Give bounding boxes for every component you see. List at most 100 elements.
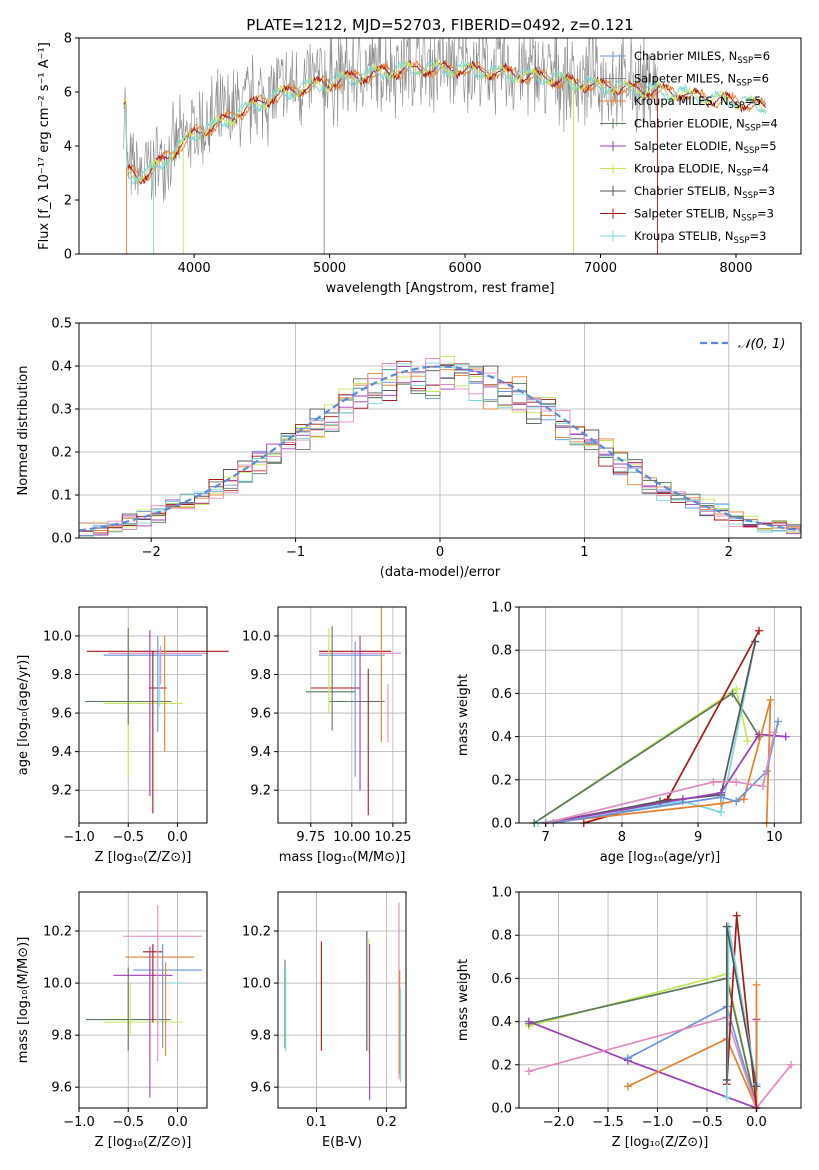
histograms (79, 356, 801, 537)
y-tick-label: 0.4 (51, 360, 72, 375)
y-tick-label: 9.2 (51, 784, 72, 799)
legend-label: Salpeter ELODIE, NSSP=5 (634, 139, 777, 156)
spectrum-lines (123, 38, 767, 254)
weight-marker (716, 808, 725, 817)
y-tick-label: 0.2 (491, 1058, 512, 1073)
legend-sub: SSP (729, 101, 745, 111)
weight-marker (752, 1082, 761, 1091)
x-axis-label: (data-model)/error (380, 565, 501, 580)
y-tick-label: 0.4 (491, 1015, 512, 1030)
y-axis-label: Normed distribution (16, 366, 31, 496)
legend-label: Chabrier MILES, NSSP=6 (634, 49, 770, 66)
y-axis-label: age [log₁₀(age/yr)] (16, 655, 31, 776)
weight-marker (656, 797, 664, 806)
legend-sub: SSP (744, 146, 760, 156)
spectrum-data (123, 38, 658, 203)
y-tick-label: 0.3 (51, 403, 72, 418)
legend-text: Salpeter STELIB, N (634, 207, 741, 221)
legend-label: Salpeter MILES, NSSP=6 (634, 72, 769, 89)
legend-text: Chabrier MILES, N (634, 49, 737, 63)
x-tick-label: −2.0 (543, 1115, 575, 1130)
y-axis-label: mass weight (456, 674, 471, 756)
axes-weight-age: 7 8 9 10 0.0 0.2 0.4 0.6 0.8 1.0 age [log₁₀(age/yr… (456, 601, 802, 865)
x-tick-label: −1.0 (63, 1115, 95, 1130)
x-tick-label: −0.5 (112, 1115, 144, 1130)
x-tick-label: −0.5 (112, 830, 144, 845)
weight-line-kroupa_miles (627, 984, 758, 1109)
lines-weight-Z (524, 911, 796, 1112)
legend-text: Kroupa STELIB, N (634, 229, 734, 243)
weight-marker (623, 1054, 632, 1063)
y-tick-label: 9.4 (51, 745, 72, 760)
y-tick-label: 9.6 (51, 1081, 72, 1096)
spectrum-model-kroupa_miles (123, 59, 767, 183)
legend-count: =5 (744, 94, 761, 108)
weight-marker (732, 777, 741, 786)
weight-marker (743, 736, 752, 745)
legend-count: =3 (758, 184, 775, 198)
y-axis-label: Flux [f_λ 10⁻¹⁷ erg cm⁻² s⁻¹ A⁻¹] (37, 42, 52, 250)
legend-text: Kroupa MILES, N (634, 94, 729, 108)
x-axis-label: Z [log₁₀(Z/Z⊙)] (95, 850, 192, 865)
axes-spectrum: 4000 5000 6000 7000 8000 0 2 4 6 8 wavelength [Ang… (37, 32, 802, 296)
axes-frame (78, 891, 208, 1109)
y-tick-label: 0.0 (491, 817, 512, 832)
x-tick-label: 0.0 (746, 1115, 767, 1130)
x-tick-label: −2 (142, 545, 161, 560)
x-tick-label: 10.00 (333, 830, 370, 845)
x-tick-label: 7 (542, 830, 550, 845)
weight-marker (678, 795, 687, 804)
legend-label: Kroupa STELIB, NSSP=3 (634, 229, 766, 246)
weight-line-chabrier_elodie (528, 977, 758, 1109)
y-tick-label: 9.2 (250, 784, 271, 799)
y-axis-label: mass weight (456, 959, 471, 1041)
y-tick-label: 0.2 (491, 773, 512, 788)
x-axis-label: Z [log₁₀(Z/Z⊙)] (95, 1135, 192, 1150)
x-tick-label: −1 (286, 545, 305, 560)
axes-frame (78, 606, 208, 824)
errorbars-age-Z (84, 626, 229, 814)
errorbars-mass-ebv (284, 902, 401, 1101)
x-tick-label: 0.2 (376, 1115, 397, 1130)
x-tick-label: 8 (618, 830, 626, 845)
legend-count: =4 (752, 162, 769, 176)
x-tick-label: 0 (436, 545, 444, 560)
y-tick-label: 9.6 (51, 707, 72, 722)
axes-age-Z: −1.0 −0.5 0.0 9.2 9.4 9.6 9.8 10.0 Z [log₁₀(Z/Z⊙… (16, 606, 229, 865)
y-tick-label: 9.4 (250, 745, 271, 760)
y-tick-label: 0.6 (491, 972, 512, 987)
y-tick-label: 0.5 (51, 317, 72, 332)
weight-marker (524, 1067, 533, 1076)
legend-count: =6 (752, 72, 769, 86)
spectrum-model-kroupa_elodie (123, 59, 767, 185)
legend-sub: SSP (745, 124, 761, 134)
axes-residuals: −2 −1 0 1 2 0.0 0.1 0.2 0.3 0.4 0.5 (data-model)/er… (16, 317, 802, 580)
spectrum-model-salpeter_stelib (123, 59, 767, 185)
legend-count: =5 (760, 139, 777, 153)
x-axis-label: Z [log₁₀(Z/Z⊙)] (612, 1135, 709, 1150)
histogram-pink (79, 357, 801, 535)
legend-label: Chabrier STELIB, NSSP=3 (634, 184, 775, 201)
y-tick-label: 0.8 (491, 644, 512, 659)
x-tick-label: 10 (766, 830, 783, 845)
weight-line-salpeter_elodie (528, 1019, 758, 1110)
y-tick-label: 9.6 (250, 1081, 271, 1096)
weight-line-pink (545, 732, 776, 824)
weight-line-salpeter_stelib (583, 630, 760, 824)
x-axis-label: age [log₁₀(age/yr)] (600, 850, 721, 865)
x-tick-label: 2 (725, 545, 733, 560)
y-tick-label: 9.8 (250, 1029, 271, 1044)
x-tick-label: 0.0 (167, 1115, 188, 1130)
y-tick-label: 0.0 (51, 532, 72, 547)
lines-weight-age (530, 626, 790, 827)
weight-marker (774, 717, 783, 726)
y-tick-label: 1.0 (491, 886, 512, 901)
legend-sub: SSP (736, 169, 752, 179)
legend-sub: SSP (737, 56, 753, 66)
legend-label: Kroupa MILES, NSSP=5 (634, 94, 761, 111)
legend-count: =3 (749, 229, 766, 243)
y-tick-label: 0.1 (51, 489, 72, 504)
y-tick-label: 1.0 (491, 601, 512, 616)
spectrum-model-kroupa_stelib (123, 59, 767, 185)
